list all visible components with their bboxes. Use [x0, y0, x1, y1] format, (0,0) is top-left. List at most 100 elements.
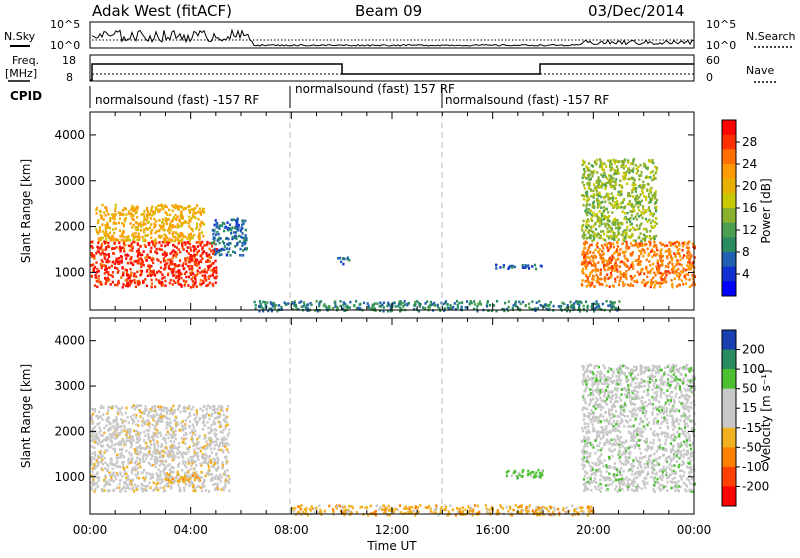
echo-cell: [120, 473, 122, 476]
echo-cell: [615, 259, 617, 262]
echo-cell: [642, 470, 644, 473]
echo-cell: [642, 184, 644, 187]
echo-cell: [586, 199, 588, 202]
echo-cell: [175, 425, 177, 428]
echo-cell: [238, 224, 240, 227]
echo-cell: [645, 267, 647, 270]
echo-cell: [97, 250, 99, 253]
echo-cell: [110, 434, 112, 437]
echo-cell: [588, 208, 590, 211]
echo-cell: [667, 266, 669, 269]
echo-cell: [681, 380, 683, 383]
echo-cell: [123, 239, 125, 242]
echo-cell: [103, 233, 105, 236]
echo-cell: [226, 442, 228, 445]
echo-cell: [149, 440, 151, 443]
echo-cell: [181, 285, 183, 288]
echo-cell: [201, 483, 203, 486]
echo-cell: [278, 304, 280, 307]
echo-cell: [512, 307, 514, 310]
echo-cell: [150, 487, 152, 490]
echo-cell: [676, 241, 678, 244]
echo-cell: [657, 260, 659, 263]
echo-cell: [234, 227, 236, 230]
echo-cell: [201, 257, 203, 260]
echo-cell: [652, 226, 654, 229]
echo-cell: [127, 462, 129, 465]
echo-cell: [627, 178, 629, 181]
echo-cell: [343, 301, 345, 304]
echo-cell: [340, 300, 342, 303]
echo-cell: [654, 197, 656, 200]
echo-cell: [686, 246, 688, 249]
echo-cell: [194, 472, 196, 475]
echo-cell: [137, 242, 139, 245]
echo-cell: [691, 284, 693, 287]
echo-cell: [183, 487, 185, 490]
echo-cell: [677, 268, 679, 271]
echo-cell: [200, 450, 202, 453]
echo-cell: [127, 262, 129, 265]
echo-cell: [185, 483, 187, 486]
echo-cell: [607, 277, 609, 280]
echo-cell: [621, 160, 623, 163]
echo-cell: [627, 195, 629, 198]
echo-cell: [93, 254, 95, 257]
echo-cell: [131, 234, 133, 237]
echo-cell: [150, 217, 152, 220]
echo-cell: [669, 253, 671, 256]
echo-cell: [605, 225, 607, 228]
echo-cell: [110, 427, 112, 430]
echo-cell: [641, 421, 643, 424]
echo-cell: [596, 213, 598, 216]
echo-cell: [654, 254, 656, 257]
echo-cell: [592, 427, 594, 430]
echo-cell: [220, 449, 222, 452]
echo-cell: [666, 466, 668, 469]
echo-cell: [586, 223, 588, 226]
freq-trace: [90, 64, 694, 80]
echo-cell: [173, 280, 175, 283]
echo-cell: [601, 201, 603, 204]
echo-cell: [223, 414, 225, 417]
echo-cell: [218, 412, 220, 415]
echo-cell: [596, 280, 598, 283]
echo-cell: [184, 443, 186, 446]
echo-cell: [102, 261, 104, 264]
echo-cell: [163, 487, 165, 490]
echo-cell: [602, 429, 604, 432]
echo-cell: [206, 412, 208, 415]
echo-cell: [672, 481, 674, 484]
echo-cell: [675, 264, 677, 267]
echo-cell: [666, 257, 668, 260]
echo-cell: [587, 375, 589, 378]
echo-cell: [108, 273, 110, 276]
echo-cell: [287, 302, 289, 305]
echo-cell: [583, 162, 585, 165]
echo-cell: [98, 431, 100, 434]
echo-cell: [589, 452, 591, 455]
echo-cell: [406, 303, 408, 306]
echo-cell: [383, 306, 385, 309]
echo-cell: [169, 469, 171, 472]
echo-cell: [673, 252, 675, 255]
echo-cell: [587, 477, 589, 480]
echo-cell: [225, 421, 227, 424]
echo-cell: [622, 243, 624, 246]
echo-cell: [582, 177, 584, 180]
echo-cell: [607, 193, 609, 196]
echo-cell: [125, 279, 127, 282]
echo-cell: [616, 381, 618, 384]
echo-cell: [196, 285, 198, 288]
echo-cell: [674, 379, 676, 382]
echo-cell: [593, 193, 595, 196]
echo-cell: [156, 441, 158, 444]
echo-cell: [109, 479, 111, 482]
echo-cell: [194, 430, 196, 433]
echo-cell: [592, 260, 594, 263]
echo-cell: [619, 248, 621, 251]
echo-cell: [168, 409, 170, 412]
echo-cell: [600, 278, 602, 281]
echo-cell: [303, 301, 305, 304]
echo-cell: [150, 210, 152, 213]
